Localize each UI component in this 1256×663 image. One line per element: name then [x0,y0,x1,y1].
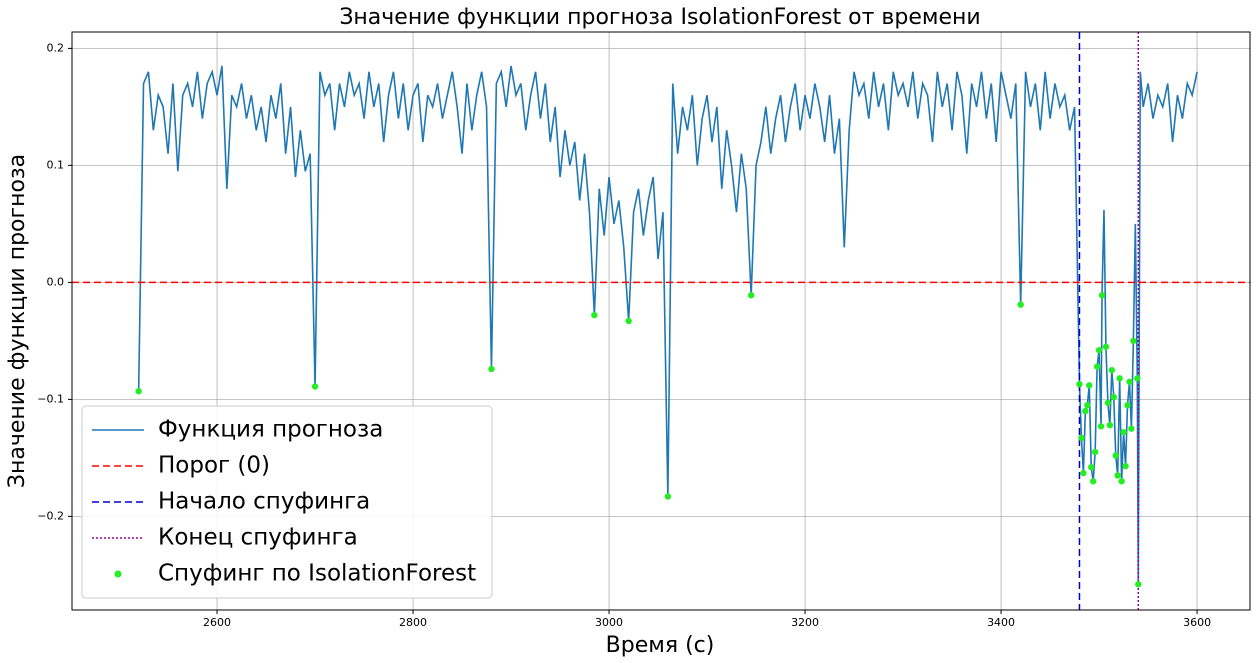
scatter-point [1128,425,1135,432]
x-tick-label: 2600 [203,616,231,629]
scatter-point [1017,301,1024,308]
scatter-point [1080,469,1087,477]
scatter-point [1098,292,1106,299]
legend-box [81,405,493,599]
scatter-point [1134,375,1141,382]
scatter-point [1122,462,1129,470]
scatter-point [1110,393,1117,401]
scatter-point [1108,366,1116,374]
scatter-point [1082,407,1089,415]
scatter-point [1112,452,1119,459]
scatter-point [1097,423,1105,430]
scatter-point [1106,421,1114,429]
x-tick-label: 3400 [987,616,1015,629]
scatter-point [1118,478,1125,485]
scatter-point [1135,581,1142,588]
line-series [137,65,1198,585]
scatter-point [311,383,319,390]
scatter-point [1076,380,1083,388]
scatter-point [1102,343,1110,350]
x-tick-label: 3000 [595,616,623,629]
scatter-point [1086,382,1093,389]
scatter-point [1104,399,1112,407]
y-tick-label: 0.0 [47,275,65,288]
legend: Функция прогноза Порог (0) Начало спуфинга… [81,405,493,599]
legend-swatch [114,570,122,578]
legend-label: Спуфинг по IsolationForest [158,561,476,587]
scatter-point [1088,464,1095,471]
scatter-point [1091,448,1099,456]
y-tick-label: 0.1 [47,158,65,171]
scatter-point [135,388,142,395]
scatter-point [1116,375,1123,382]
scatter-point [1093,363,1101,370]
legend-label: Порог (0) [158,453,270,479]
x-tick-label: 2800 [399,616,427,629]
plot-frame [71,31,1251,611]
legend-label: Функция прогноза [158,417,383,443]
scatter-point [1114,472,1121,479]
scatter-point [1095,347,1103,354]
legend-label: Конец спуфинга [158,525,358,551]
scatter-point [1084,402,1091,409]
scatter-point [591,311,598,319]
scatter-point [1126,378,1133,386]
scatter-point [747,292,755,299]
scatter-point [664,493,672,500]
x-tick-label: 3200 [791,616,819,629]
y-axis-label: Значение функции прогноза [5,154,30,488]
y-tick-label: −0.2 [37,509,64,522]
x-tick-label: 3600 [1183,616,1211,629]
y-tick-label: −0.1 [37,392,64,405]
scatter-point [1124,402,1131,409]
y-tick-label: 0.2 [47,41,65,54]
scatter-point [625,317,632,325]
scatter-point [1078,434,1085,442]
scatter-point [1130,337,1137,345]
scatter-point [1089,478,1097,485]
x-axis-label: Время (с) [606,633,715,658]
legend-label: Начало спуфинга [158,489,370,515]
scatter-point [488,365,495,373]
scatter-point [1120,428,1127,436]
chart-title: Значение функции прогноза IsolationFores… [339,5,980,30]
